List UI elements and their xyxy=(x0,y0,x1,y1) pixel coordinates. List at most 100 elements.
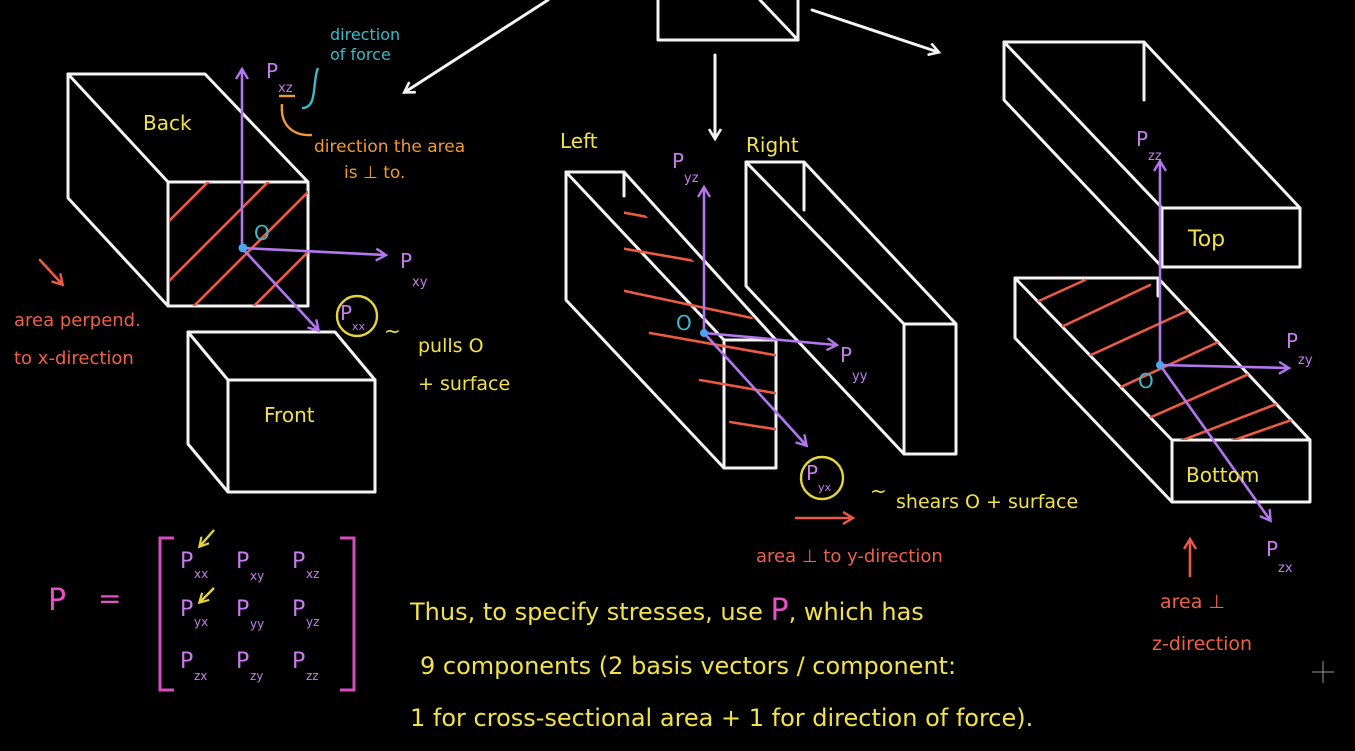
svg-text:P: P xyxy=(1136,127,1148,151)
note-pulls: pulls O + surface xyxy=(418,335,510,395)
left-hatching xyxy=(624,210,776,432)
svg-text:z-direction: z-direction xyxy=(1152,633,1252,655)
matrix-lhs: P xyxy=(48,583,66,618)
svg-text:to x-direction: to x-direction xyxy=(14,348,134,369)
svg-text:yy: yy xyxy=(250,617,264,631)
label-bottom: Bottom xyxy=(1186,463,1259,487)
left-block xyxy=(564,170,778,470)
svg-text:P: P xyxy=(180,597,193,622)
svg-text:zy: zy xyxy=(250,669,263,683)
label-p-yz: P yz xyxy=(672,149,699,186)
matrix-cell-zx: Pzx xyxy=(180,649,207,683)
svg-text:of force: of force xyxy=(330,45,391,64)
svg-text:yz: yz xyxy=(306,615,319,629)
note-direction-of-force: direction of force xyxy=(330,25,400,64)
origin-point-bottom xyxy=(1156,361,1164,369)
summary-line-3: 1 for cross-sectional area + 1 for direc… xyxy=(410,704,1033,732)
vector-p-yy xyxy=(702,331,836,345)
svg-text:P: P xyxy=(1286,329,1298,353)
bottom-block xyxy=(1013,276,1312,504)
svg-text:area ⊥: area ⊥ xyxy=(1160,591,1225,613)
svg-text:zy: zy xyxy=(1298,353,1313,368)
svg-text:yy: yy xyxy=(852,369,868,384)
bottom-hatching xyxy=(1028,278,1310,440)
svg-text:P: P xyxy=(236,549,249,574)
svg-text:P: P xyxy=(400,249,412,273)
svg-text:P: P xyxy=(1266,537,1278,561)
svg-text:P: P xyxy=(292,549,305,574)
bracket-area-direction xyxy=(280,103,313,137)
svg-text:direction: direction xyxy=(330,25,400,44)
origin-point-left xyxy=(700,329,708,337)
label-back: Back xyxy=(143,111,192,135)
svg-text:P: P xyxy=(236,597,249,622)
origin-point-back xyxy=(238,243,248,253)
crosshair-cursor-icon xyxy=(1312,661,1334,683)
vector-p-xx xyxy=(240,246,318,330)
svg-text:yx: yx xyxy=(194,615,208,629)
svg-text:P: P xyxy=(292,597,305,622)
origin-label-bottom: O xyxy=(1138,369,1154,393)
matrix-left-bracket xyxy=(158,536,174,692)
svg-text:P: P xyxy=(340,301,352,325)
tilde-pulls: ~ xyxy=(384,319,401,343)
back-hatching xyxy=(170,182,308,306)
svg-text:P: P xyxy=(180,549,193,574)
svg-text:yx: yx xyxy=(818,481,832,494)
arrow-area-x xyxy=(38,258,62,284)
label-left: Left xyxy=(560,129,598,153)
matrix-right-bracket xyxy=(340,536,356,692)
label-right: Right xyxy=(746,133,799,157)
bracket-force-direction xyxy=(301,67,320,110)
vector-p-yx xyxy=(702,331,806,445)
pointer-p-xx xyxy=(200,529,215,546)
summary-line-1: Thus, to specify stresses, use P, which … xyxy=(409,593,924,628)
label-p-yx: P yx xyxy=(799,455,845,501)
svg-text:direction the area: direction the area xyxy=(314,137,465,157)
label-p-xz: P xz xyxy=(266,59,293,96)
label-top: Top xyxy=(1187,227,1225,252)
svg-text:P: P xyxy=(292,649,305,674)
matrix-cell-xy: Pxy xyxy=(236,549,264,583)
note-area-perp-z: area ⊥ z-direction xyxy=(1152,591,1252,655)
right-block xyxy=(744,160,958,456)
svg-text:P: P xyxy=(266,59,278,83)
top-block xyxy=(1002,40,1302,269)
matrix-equals: = xyxy=(98,582,121,615)
origin-label-left: O xyxy=(676,311,692,335)
label-p-zx: P zx xyxy=(1266,537,1293,576)
note-area-perp-y: area ⊥ to y-direction xyxy=(756,546,943,567)
svg-text:P: P xyxy=(236,649,249,674)
note-shears: shears O + surface xyxy=(896,491,1078,513)
svg-text:zz: zz xyxy=(1148,149,1162,164)
svg-text:P: P xyxy=(672,149,684,173)
note-area-perp-x: area perpend. to x-direction xyxy=(14,310,141,369)
svg-text:zx: zx xyxy=(194,669,207,683)
label-p-yy: P yy xyxy=(840,343,868,384)
svg-text:P: P xyxy=(806,461,818,485)
svg-text:xx: xx xyxy=(194,567,208,581)
label-p-zz: P zz xyxy=(1136,127,1162,164)
front-block xyxy=(186,330,377,494)
vector-p-zx xyxy=(1158,363,1270,520)
arrow-to-back-front xyxy=(405,0,550,92)
note-direction-area-perpendicular: direction the area is ⊥ to. xyxy=(314,137,465,183)
back-block xyxy=(66,72,310,308)
vector-p-zy xyxy=(1158,365,1288,368)
pointer-p-yx xyxy=(200,587,215,602)
svg-text:xz: xz xyxy=(278,81,293,96)
matrix-cell-zz: Pzz xyxy=(292,649,319,683)
svg-text:xy: xy xyxy=(412,275,428,290)
matrix-cell-zy: Pzy xyxy=(236,649,263,683)
svg-text:pulls O: pulls O xyxy=(418,335,484,357)
label-front: Front xyxy=(264,403,315,427)
svg-text:area perpend.: area perpend. xyxy=(14,310,141,331)
svg-text:zx: zx xyxy=(1278,561,1293,576)
vector-p-xy xyxy=(240,246,385,255)
svg-text:xy: xy xyxy=(250,569,264,583)
